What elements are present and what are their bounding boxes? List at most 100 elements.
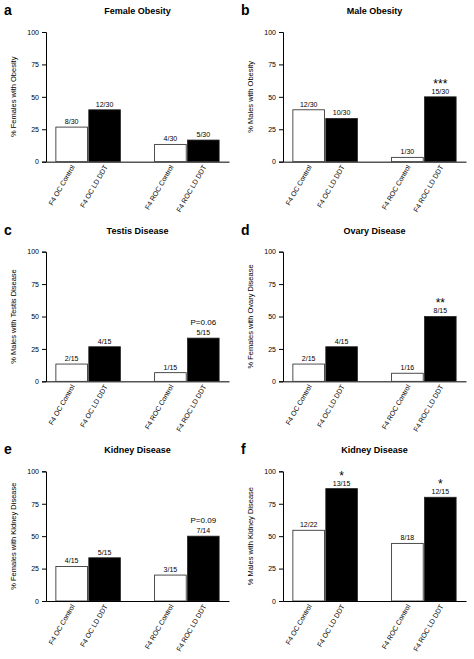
y-tick: 50 xyxy=(268,533,283,540)
bar xyxy=(89,110,121,162)
y-tick: 50 xyxy=(268,94,283,101)
fraction-label: 1/15 xyxy=(164,364,178,371)
y-axis-title: % Females with Kidney Disease xyxy=(9,483,18,590)
y-tick-mark xyxy=(42,471,46,472)
y-tick-mark xyxy=(42,129,46,130)
x-axis-line xyxy=(47,162,230,163)
labels: 12/2213/158/1812/15** xyxy=(300,469,449,542)
y-tick-mark xyxy=(42,97,46,98)
y-tick-label: 0 xyxy=(35,158,39,165)
y-tick-label: 75 xyxy=(268,281,276,288)
y-tick-mark xyxy=(279,317,283,318)
y-axis: 0255075100 xyxy=(27,248,46,385)
fraction-label: 8/18 xyxy=(401,534,415,541)
title: Male Obesity xyxy=(347,6,403,16)
x-tick-label: F4 ROC LD DDT xyxy=(412,163,445,213)
y-tick-label: 25 xyxy=(268,565,276,572)
y-axis-line xyxy=(279,252,284,382)
x-axis: F4 OC ControlF4 OC LD DDTF4 ROC ControlF… xyxy=(47,601,230,652)
y-tick-mark xyxy=(42,349,46,350)
annotation: * xyxy=(339,469,344,483)
x-tick: F4 ROC Control xyxy=(143,162,174,211)
x-tick: F4 ROC Control xyxy=(143,601,174,650)
y-axis-title: % Males with Testis Disease xyxy=(9,269,18,363)
labels: 2/154/151/155/15P=0.06 xyxy=(65,318,217,371)
x-axis: F4 OC ControlF4 OC LD DDTF4 ROC ControlF… xyxy=(284,601,467,652)
fraction-label: 3/15 xyxy=(164,566,178,573)
y-tick-label: 75 xyxy=(268,500,276,507)
title: Kidney Disease xyxy=(104,445,171,455)
fraction-label: 12/22 xyxy=(300,521,318,528)
y-tick-label: 50 xyxy=(31,94,39,101)
x-axis: F4 OC ControlF4 OC LD DDTF4 ROC ControlF… xyxy=(47,381,230,432)
bar xyxy=(188,338,220,381)
x-tick: F4 OC Control xyxy=(47,601,76,646)
fraction-label: 4/30 xyxy=(164,135,178,142)
fraction-label: 7/14 xyxy=(197,527,211,534)
labels: 8/3012/304/305/30 xyxy=(65,101,210,143)
bar xyxy=(293,110,325,162)
y-tick: 25 xyxy=(31,565,46,572)
bar xyxy=(326,118,358,161)
panel: 0255075100F4 OC ControlF4 OC LD DDTF4 RO… xyxy=(4,441,230,652)
panel-label: d xyxy=(241,222,250,238)
y-tick-mark xyxy=(279,536,283,537)
x-tick-label: F4 ROC Control xyxy=(380,163,411,210)
y-tick-label: 100 xyxy=(27,468,39,475)
bar xyxy=(56,364,88,381)
bar xyxy=(326,489,358,601)
panel-label: c xyxy=(4,222,12,238)
fraction-label: 4/15 xyxy=(65,557,79,564)
y-tick: 0 xyxy=(272,598,283,605)
y-tick: 100 xyxy=(264,468,283,475)
x-axis-line xyxy=(284,162,467,163)
labels: 2/154/151/168/15** xyxy=(302,297,447,372)
y-axis: 0 25 50 75 100 xyxy=(264,468,283,605)
y-tick-label: 0 xyxy=(35,598,39,605)
y-tick-label: 75 xyxy=(268,61,276,68)
y-tick: 75 xyxy=(268,61,283,68)
y-tick: 0 xyxy=(35,598,46,605)
y-tick: 50 xyxy=(31,313,46,320)
y-tick-label: 100 xyxy=(264,29,276,36)
title: Female Obesity xyxy=(104,6,171,16)
fraction-label: 5/15 xyxy=(197,329,211,336)
y-tick-mark xyxy=(279,129,283,130)
y-axis: 0255075100 xyxy=(27,29,46,166)
y-axis-title: % Males with Kidney Disease xyxy=(246,487,255,585)
bar xyxy=(425,497,457,601)
bar xyxy=(155,144,187,161)
y-tick-mark xyxy=(42,252,46,253)
y-axis-line xyxy=(42,252,47,382)
x-tick-label: F4 OC Control xyxy=(284,603,313,646)
y-axis: 0255075100 xyxy=(264,248,283,385)
fraction-label: 5/15 xyxy=(98,549,112,556)
y-tick: 100 xyxy=(27,468,46,475)
x-axis: F4 OC ControlF4 OC LD DDTF4 ROC ControlF… xyxy=(284,162,467,213)
panel-label: f xyxy=(241,441,246,457)
title: Kidney Disease xyxy=(341,445,408,455)
x-tick-label: F4 ROC LD DDT xyxy=(412,383,445,433)
annotation: P=0.09 xyxy=(191,516,217,525)
figure: 0255075100F4 OC ControlF4 OC LD DDTF4 RO… xyxy=(0,0,474,659)
y-tick-label: 50 xyxy=(31,533,39,540)
bars xyxy=(56,338,219,381)
bar xyxy=(155,373,187,382)
x-tick-label: F4 OC LD DDT xyxy=(79,163,109,209)
y-tick: 75 xyxy=(268,500,283,507)
x-tick-label: F4 OC LD DDT xyxy=(316,603,346,649)
y-axis-title: % Females with Obesity xyxy=(9,56,18,137)
fraction-label: 2/15 xyxy=(302,355,316,362)
y-tick-mark xyxy=(42,381,46,382)
plot-area: 0255075100F4 OC ControlF4 OC LD DDTF4 RO… xyxy=(246,6,467,213)
bar xyxy=(425,317,457,382)
y-tick-label: 25 xyxy=(268,126,276,133)
y-tick-mark xyxy=(42,162,46,163)
fraction-label: 5/30 xyxy=(197,131,211,138)
x-tick-label: F4 OC LD DDT xyxy=(316,383,346,429)
y-tick-mark xyxy=(42,32,46,33)
fraction-label: 2/15 xyxy=(65,355,79,362)
x-axis-line xyxy=(47,601,230,602)
x-tick: F4 OC LD DDT xyxy=(316,381,346,428)
x-tick: F4 OC LD DDT xyxy=(316,601,346,648)
